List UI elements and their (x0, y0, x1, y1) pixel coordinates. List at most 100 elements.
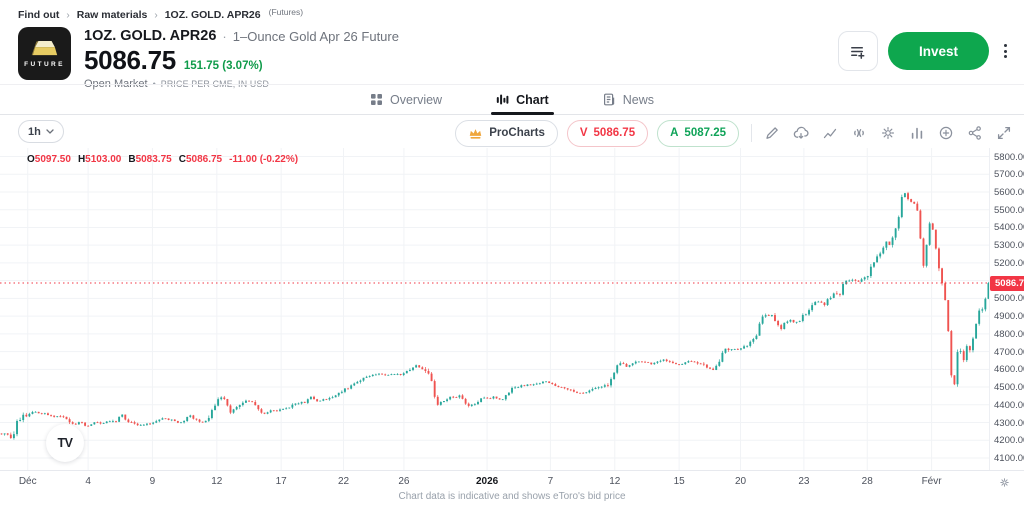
y-axis-label: 5200.00 (994, 257, 1024, 269)
title-block: 1OZ. GOLD. APR26 · 1–Ounce Gold Apr 26 F… (84, 27, 399, 90)
tab-overview[interactable]: Overview (370, 85, 442, 114)
draw-icon[interactable] (764, 125, 780, 141)
procharts-label: ProCharts (489, 127, 545, 139)
tab-news[interactable]: News (603, 85, 654, 114)
fullscreen-icon[interactable] (996, 125, 1012, 141)
y-axis-label: 4800.00 (994, 328, 1024, 340)
change-value: -11.00 (-0.22%) (229, 154, 299, 165)
y-axis-label: 5700.00 (994, 169, 1024, 181)
close-label: C (178, 154, 186, 165)
toolbar-divider (751, 124, 752, 142)
grid-icon (370, 94, 382, 105)
add-circle-icon[interactable] (938, 125, 954, 141)
low-label: B (128, 154, 136, 165)
title-separator: · (222, 28, 227, 44)
logo-label: FUTURE (24, 61, 65, 68)
tradingview-logo[interactable]: TV (46, 424, 84, 462)
gold-bar-icon (31, 41, 57, 56)
y-axis-label: 5300.00 (994, 240, 1024, 252)
add-to-watchlist-button[interactable] (837, 31, 878, 71)
breadcrumb-items: Find out › Raw materials › 1OZ. GOLD. APR26 (18, 9, 261, 21)
procharts-button[interactable]: ProCharts (455, 119, 558, 147)
cloud-icon[interactable] (793, 125, 809, 141)
chart-tools (764, 125, 1012, 141)
price-change: 151.75 (3.07%) (183, 60, 263, 72)
current-price-badge: 5086.75 (990, 275, 1024, 291)
trend-line-icon[interactable] (822, 125, 838, 141)
buy-price: 5087.25 (684, 127, 726, 139)
chart-grid (0, 148, 990, 470)
open-value: 5097.50 (34, 154, 71, 165)
tab-label: Overview (389, 92, 443, 107)
x-axis-label: 28 (861, 476, 873, 487)
news-icon (603, 93, 614, 106)
x-axis-label: Févr (921, 476, 942, 487)
breadcrumb-separator: › (66, 9, 70, 21)
more-options-button[interactable] (999, 40, 1012, 62)
y-axis-label: 5600.00 (994, 186, 1024, 198)
y-axis-label: 4200.00 (994, 435, 1024, 447)
instrument-header: FUTURE 1OZ. GOLD. APR26 · 1–Ounce Gold A… (18, 27, 399, 90)
chevron-down-icon (46, 129, 54, 134)
chart-toolbar: 1h ProCharts V 5086.75 A 5087.25 (0, 117, 1024, 149)
chart-disclaimer: Chart data is indicative and shows eToro… (398, 491, 626, 502)
x-axis-label: 4 (85, 476, 91, 487)
y-axis-label: 5500.00 (994, 204, 1024, 216)
candles (0, 191, 990, 440)
y-axis-label: 4100.00 (994, 453, 1024, 464)
timeframe-selector[interactable]: 1h (18, 120, 64, 143)
x-axis-label: 20 (734, 476, 747, 487)
tab-chart[interactable]: Chart (491, 85, 554, 115)
x-axis-label: 12 (211, 476, 223, 487)
close-value: 5086.75 (185, 154, 223, 165)
breadcrumb-suffix: (Futures) (268, 7, 304, 17)
instrument-title: 1OZ. GOLD. APR26 (84, 28, 217, 44)
ohlc-legend: O5097.50 H5103.00 B5083.75 C5086.75 -11.00 (… (27, 154, 298, 165)
tab-label: Chart (516, 92, 549, 107)
gear-icon[interactable] (880, 125, 896, 141)
share-icon[interactable] (967, 125, 983, 141)
current-price: 5086.75 (84, 45, 176, 75)
y-axis-label: 5800.00 (994, 151, 1024, 163)
x-axis-label: 7 (547, 476, 554, 487)
x-axis-label: 15 (673, 476, 685, 487)
chart-style-icon[interactable] (909, 125, 925, 141)
low-value: 5083.75 (135, 154, 172, 165)
price-chart[interactable] (0, 148, 990, 470)
sell-label: V (579, 127, 588, 139)
x-axis-label: 23 (798, 476, 810, 487)
y-axis-label: 4700.00 (994, 346, 1024, 358)
breadcrumb-item[interactable]: 1OZ. GOLD. APR26 (164, 9, 261, 21)
high-value: 5103.00 (85, 154, 122, 165)
tab-label: News (622, 92, 654, 107)
x-axis-label: 17 (275, 476, 287, 487)
breadcrumb-item[interactable]: Raw materials (76, 9, 148, 21)
volume-icon[interactable] (851, 125, 867, 141)
timeframe-value: 1h (28, 125, 41, 138)
breadcrumb: Find out › Raw materials › 1OZ. GOLD. APR26 … (18, 7, 304, 21)
open-label: O (27, 154, 35, 165)
axis-separator (989, 148, 990, 470)
chart-area[interactable]: 4100.00 4200.00 4300.00 4400.00 4500.00 4600.… (0, 148, 1024, 470)
x-axis-label: 2026 (475, 476, 499, 487)
y-axis-label: 5000.00 (994, 293, 1024, 305)
buy-price-button[interactable]: A 5087.25 (657, 119, 739, 147)
high-label: H (77, 154, 86, 165)
y-axis-label: 4400.00 (994, 399, 1024, 411)
instrument-logo: FUTURE (18, 27, 71, 80)
header-actions: Invest (837, 31, 1012, 71)
invest-button[interactable]: Invest (887, 32, 989, 70)
x-axis-label: 9 (149, 476, 156, 487)
instrument-subtitle: 1–Ounce Gold Apr 26 Future (232, 28, 399, 44)
y-axis-label: 4900.00 (994, 311, 1024, 323)
sell-price-button[interactable]: V 5086.75 (566, 119, 649, 147)
candlestick-icon (496, 94, 509, 105)
axis-settings-icon[interactable] (999, 475, 1010, 493)
x-axis[interactable]: Déc 4 9 12 17 22 26 2026 7 12 15 20 23 28 Févr (0, 470, 1024, 489)
crown-icon (469, 128, 482, 139)
x-axis-label: 26 (398, 476, 410, 487)
watchlist-add-icon (851, 46, 865, 59)
breadcrumb-item[interactable]: Find out (18, 9, 60, 21)
y-axis-label: 4600.00 (994, 364, 1024, 376)
sell-price: 5086.75 (593, 127, 636, 139)
